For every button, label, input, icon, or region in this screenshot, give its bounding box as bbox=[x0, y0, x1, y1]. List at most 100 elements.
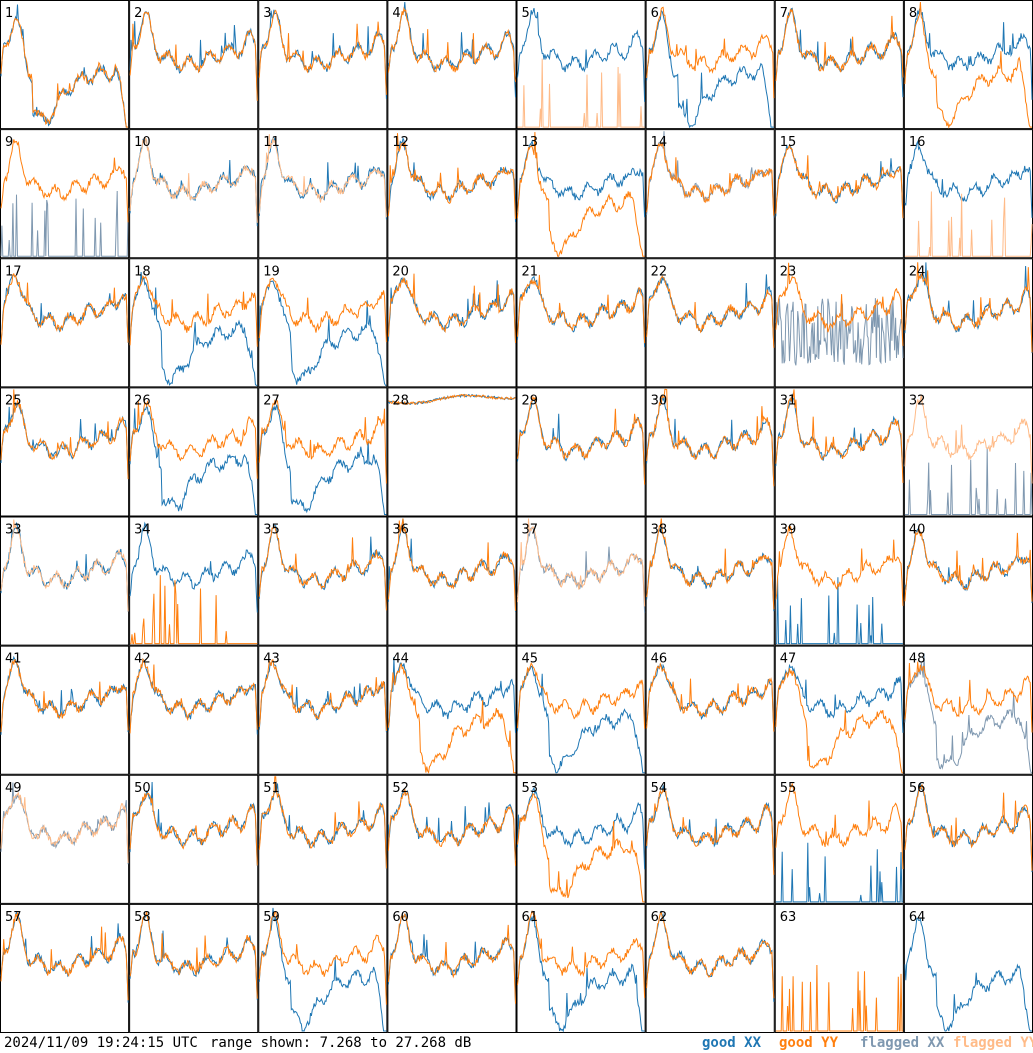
panel-13: 13 bbox=[516, 129, 646, 259]
panel-label: 47 bbox=[780, 652, 797, 667]
series-xx-line bbox=[129, 912, 258, 1001]
series-xx-line bbox=[646, 9, 774, 129]
panel-frame bbox=[516, 129, 646, 259]
series-yy-line bbox=[646, 662, 775, 732]
panel-50: 50 bbox=[129, 774, 259, 904]
panel-label: 8 bbox=[909, 6, 917, 21]
series-xx-line bbox=[387, 789, 516, 861]
panel-38: 38 bbox=[645, 516, 775, 646]
series-yy-line bbox=[129, 275, 258, 347]
series-yy-line bbox=[387, 789, 516, 866]
series-yy-line bbox=[904, 394, 1033, 484]
series-yy-line bbox=[517, 58, 645, 128]
panel-frame bbox=[0, 387, 130, 517]
series-xx-line bbox=[904, 447, 1033, 515]
series-yy-line bbox=[258, 399, 387, 484]
series-yy-line bbox=[387, 518, 516, 611]
panel-49: 49 bbox=[0, 774, 130, 904]
panel-label: 35 bbox=[263, 523, 280, 538]
panel-20: 20 bbox=[387, 258, 517, 388]
panel-label: 44 bbox=[392, 652, 409, 667]
panel-5: 5 bbox=[516, 0, 646, 130]
panel-frame bbox=[0, 0, 130, 130]
panel-60: 60 bbox=[387, 903, 517, 1033]
series-xx-line bbox=[258, 280, 387, 386]
panel-label: 50 bbox=[134, 781, 151, 796]
panel-label: 27 bbox=[263, 393, 280, 408]
panel-label: 33 bbox=[5, 523, 22, 538]
panel-32: 32 bbox=[903, 387, 1033, 517]
series-yy-line bbox=[775, 782, 904, 870]
series-yy-line bbox=[129, 911, 258, 999]
legend-flagged-yy: flagged YY bbox=[953, 1035, 1033, 1051]
panel-frame bbox=[516, 903, 646, 1033]
panel-frame bbox=[387, 129, 517, 259]
panel-62: 62 bbox=[645, 903, 775, 1033]
panel-17: 17 bbox=[0, 258, 130, 388]
series-yy-line bbox=[0, 519, 129, 612]
series-yy-line bbox=[904, 528, 1033, 602]
panel-1: 1 bbox=[0, 0, 130, 130]
panel-54: 54 bbox=[645, 774, 775, 904]
series-yy-line bbox=[0, 17, 129, 128]
series-xx-line bbox=[258, 404, 387, 515]
panel-58: 58 bbox=[129, 903, 259, 1033]
panel-label: 40 bbox=[909, 523, 926, 538]
series-yy-line bbox=[775, 526, 904, 606]
series-yy-line bbox=[646, 141, 775, 216]
series-yy-line bbox=[646, 788, 775, 875]
panel-frame bbox=[774, 645, 904, 775]
panel-8: 8 bbox=[903, 0, 1033, 130]
series-xx-line bbox=[258, 907, 387, 1032]
series-yy-line bbox=[130, 575, 258, 645]
panel-21: 21 bbox=[516, 258, 646, 388]
panel-frame bbox=[129, 129, 259, 259]
panel-34: 34 bbox=[129, 516, 259, 646]
panel-4: 4 bbox=[387, 0, 517, 130]
series-yy-line bbox=[258, 659, 387, 732]
panel-9: 9 bbox=[0, 129, 130, 259]
panel-label: 53 bbox=[522, 781, 539, 796]
panel-10: 10 bbox=[129, 129, 259, 259]
series-yy-line bbox=[387, 273, 516, 344]
series-yy-line bbox=[517, 274, 646, 344]
panel-frame bbox=[258, 129, 388, 259]
panel-label: 21 bbox=[522, 264, 539, 279]
series-xx-line bbox=[517, 7, 646, 102]
panel-25: 25 bbox=[0, 387, 130, 517]
panel-label: 24 bbox=[909, 264, 926, 279]
series-yy-line bbox=[775, 668, 903, 774]
range-label: range shown: 7.268 to 27.268 dB bbox=[210, 1035, 472, 1051]
series-yy-line bbox=[258, 277, 387, 343]
panel-7: 7 bbox=[774, 0, 904, 130]
panel-label: 43 bbox=[263, 652, 280, 667]
series-yy-line bbox=[129, 136, 258, 223]
panel-frame bbox=[258, 258, 388, 388]
panel-label: 51 bbox=[263, 781, 280, 796]
panel-frame bbox=[0, 774, 130, 904]
panel-frame bbox=[0, 129, 130, 259]
panel-label: 31 bbox=[780, 393, 797, 408]
panel-frame bbox=[387, 903, 517, 1033]
panel-frame bbox=[129, 516, 259, 646]
series-yy-line bbox=[258, 9, 387, 95]
series-yy-line bbox=[646, 911, 775, 999]
panel-label: 56 bbox=[909, 781, 926, 796]
legend-flagged-xx: flagged XX bbox=[860, 1035, 945, 1051]
panel-frame bbox=[0, 516, 130, 646]
panel-frame bbox=[645, 258, 775, 388]
panel-frame bbox=[516, 258, 646, 388]
series-yy-line bbox=[129, 657, 258, 734]
panel-label: 39 bbox=[780, 523, 797, 538]
series-xx-line bbox=[129, 271, 258, 386]
panel-47: 47 bbox=[774, 645, 904, 775]
panel-29: 29 bbox=[516, 387, 646, 517]
series-yy-line bbox=[517, 910, 646, 998]
series-yy-line bbox=[517, 662, 646, 729]
panel-frame bbox=[516, 774, 646, 904]
panel-frame bbox=[774, 903, 904, 1033]
panel-label: 18 bbox=[134, 264, 151, 279]
panel-12: 12 bbox=[387, 129, 517, 259]
panel-45: 45 bbox=[516, 645, 646, 775]
